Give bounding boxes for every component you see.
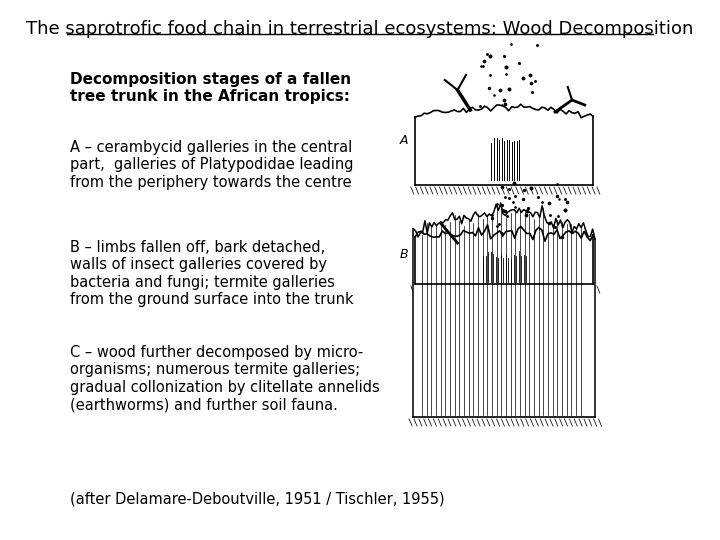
Text: B – limbs fallen off, bark detached,
walls of insect galleries covered by
bacter: B – limbs fallen off, bark detached, wal…	[70, 240, 354, 307]
Text: Decomposition stages of a fallen
tree trunk in the African tropics:: Decomposition stages of a fallen tree tr…	[70, 72, 351, 104]
Text: C – wood further decomposed by micro-
organisms; numerous termite galleries;
gra: C – wood further decomposed by micro- or…	[70, 345, 379, 412]
Text: The saprotrofic food chain in terrestrial ecosystems: Wood Decomposition: The saprotrofic food chain in terrestria…	[27, 20, 693, 38]
Text: A: A	[400, 133, 408, 146]
Text: B: B	[400, 248, 408, 261]
Text: (after Delamare-Deboutville, 1951 / Tischler, 1955): (after Delamare-Deboutville, 1951 / Tisc…	[70, 492, 444, 507]
Text: A – cerambycid galleries in the central
part,  galleries of Platypodidae leading: A – cerambycid galleries in the central …	[70, 140, 354, 190]
